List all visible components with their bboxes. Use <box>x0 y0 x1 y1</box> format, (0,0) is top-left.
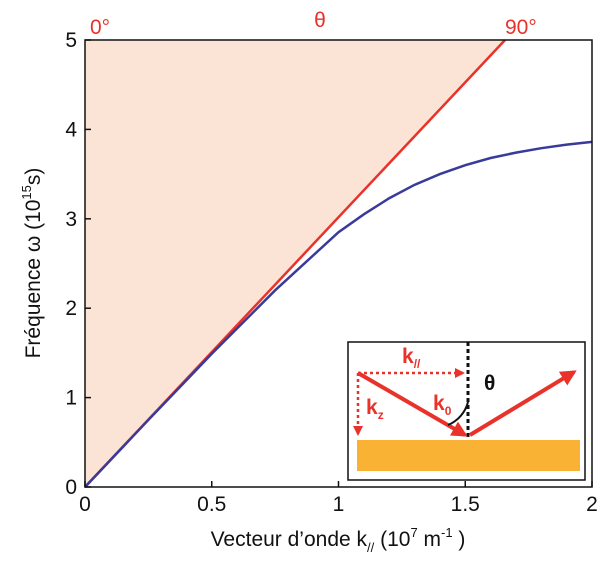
line <box>84 140 593 488</box>
x-label-part: -1 <box>441 525 453 540</box>
y-tick-label: 0 <box>65 476 77 499</box>
y-tick-label: 3 <box>65 208 77 231</box>
y-label-part: s) <box>22 168 45 186</box>
x-label-part: (10 <box>374 528 410 551</box>
y-tick-label: 5 <box>65 29 77 52</box>
x-tick-label: 0.5 <box>197 493 226 516</box>
x-label-part: // <box>367 540 375 555</box>
label-part: 0 <box>445 404 452 418</box>
x-label-part: m <box>418 528 441 551</box>
y-label-part: Fréquence ω (10 <box>22 200 45 359</box>
plot-area <box>84 39 593 488</box>
y-axis-label: Fréquence ω (1015s) <box>19 168 45 359</box>
y-tick-label: 4 <box>65 118 77 141</box>
x-label-part: 7 <box>410 525 417 540</box>
top-label: θ <box>314 9 326 32</box>
metal <box>357 440 580 471</box>
x-axis-label: Vecteur d’onde k// (107 m-1 ) <box>211 525 466 555</box>
x-label-part: ) <box>453 528 466 551</box>
inset-label: kz <box>366 396 384 422</box>
label-part: k <box>402 345 414 368</box>
y-tick-label: 2 <box>65 297 77 320</box>
top-label: 0° <box>90 16 110 39</box>
x-tick-label: 1.5 <box>451 493 480 516</box>
angle-arc <box>447 401 469 426</box>
x-label-part: Vecteur d’onde k <box>211 528 368 551</box>
label-part: z <box>378 408 384 422</box>
inset-label: k// <box>402 345 421 371</box>
inset: k// kz k0 θ <box>347 341 586 481</box>
label-part: // <box>414 357 421 371</box>
inset-label: k0 <box>433 392 452 418</box>
x-tick-label: 2 <box>586 493 598 516</box>
label-part: k <box>433 392 445 415</box>
label-part: k <box>366 396 378 419</box>
arrow <box>356 371 468 437</box>
inset-label: θ <box>484 372 495 395</box>
x-tick-label: 0 <box>79 493 91 516</box>
arrow <box>468 370 577 437</box>
x-tick-label: 1 <box>333 493 345 516</box>
y-label-part: 15 <box>19 185 34 199</box>
y-tick-label: 1 <box>65 387 77 410</box>
top-label: 90° <box>505 16 537 39</box>
